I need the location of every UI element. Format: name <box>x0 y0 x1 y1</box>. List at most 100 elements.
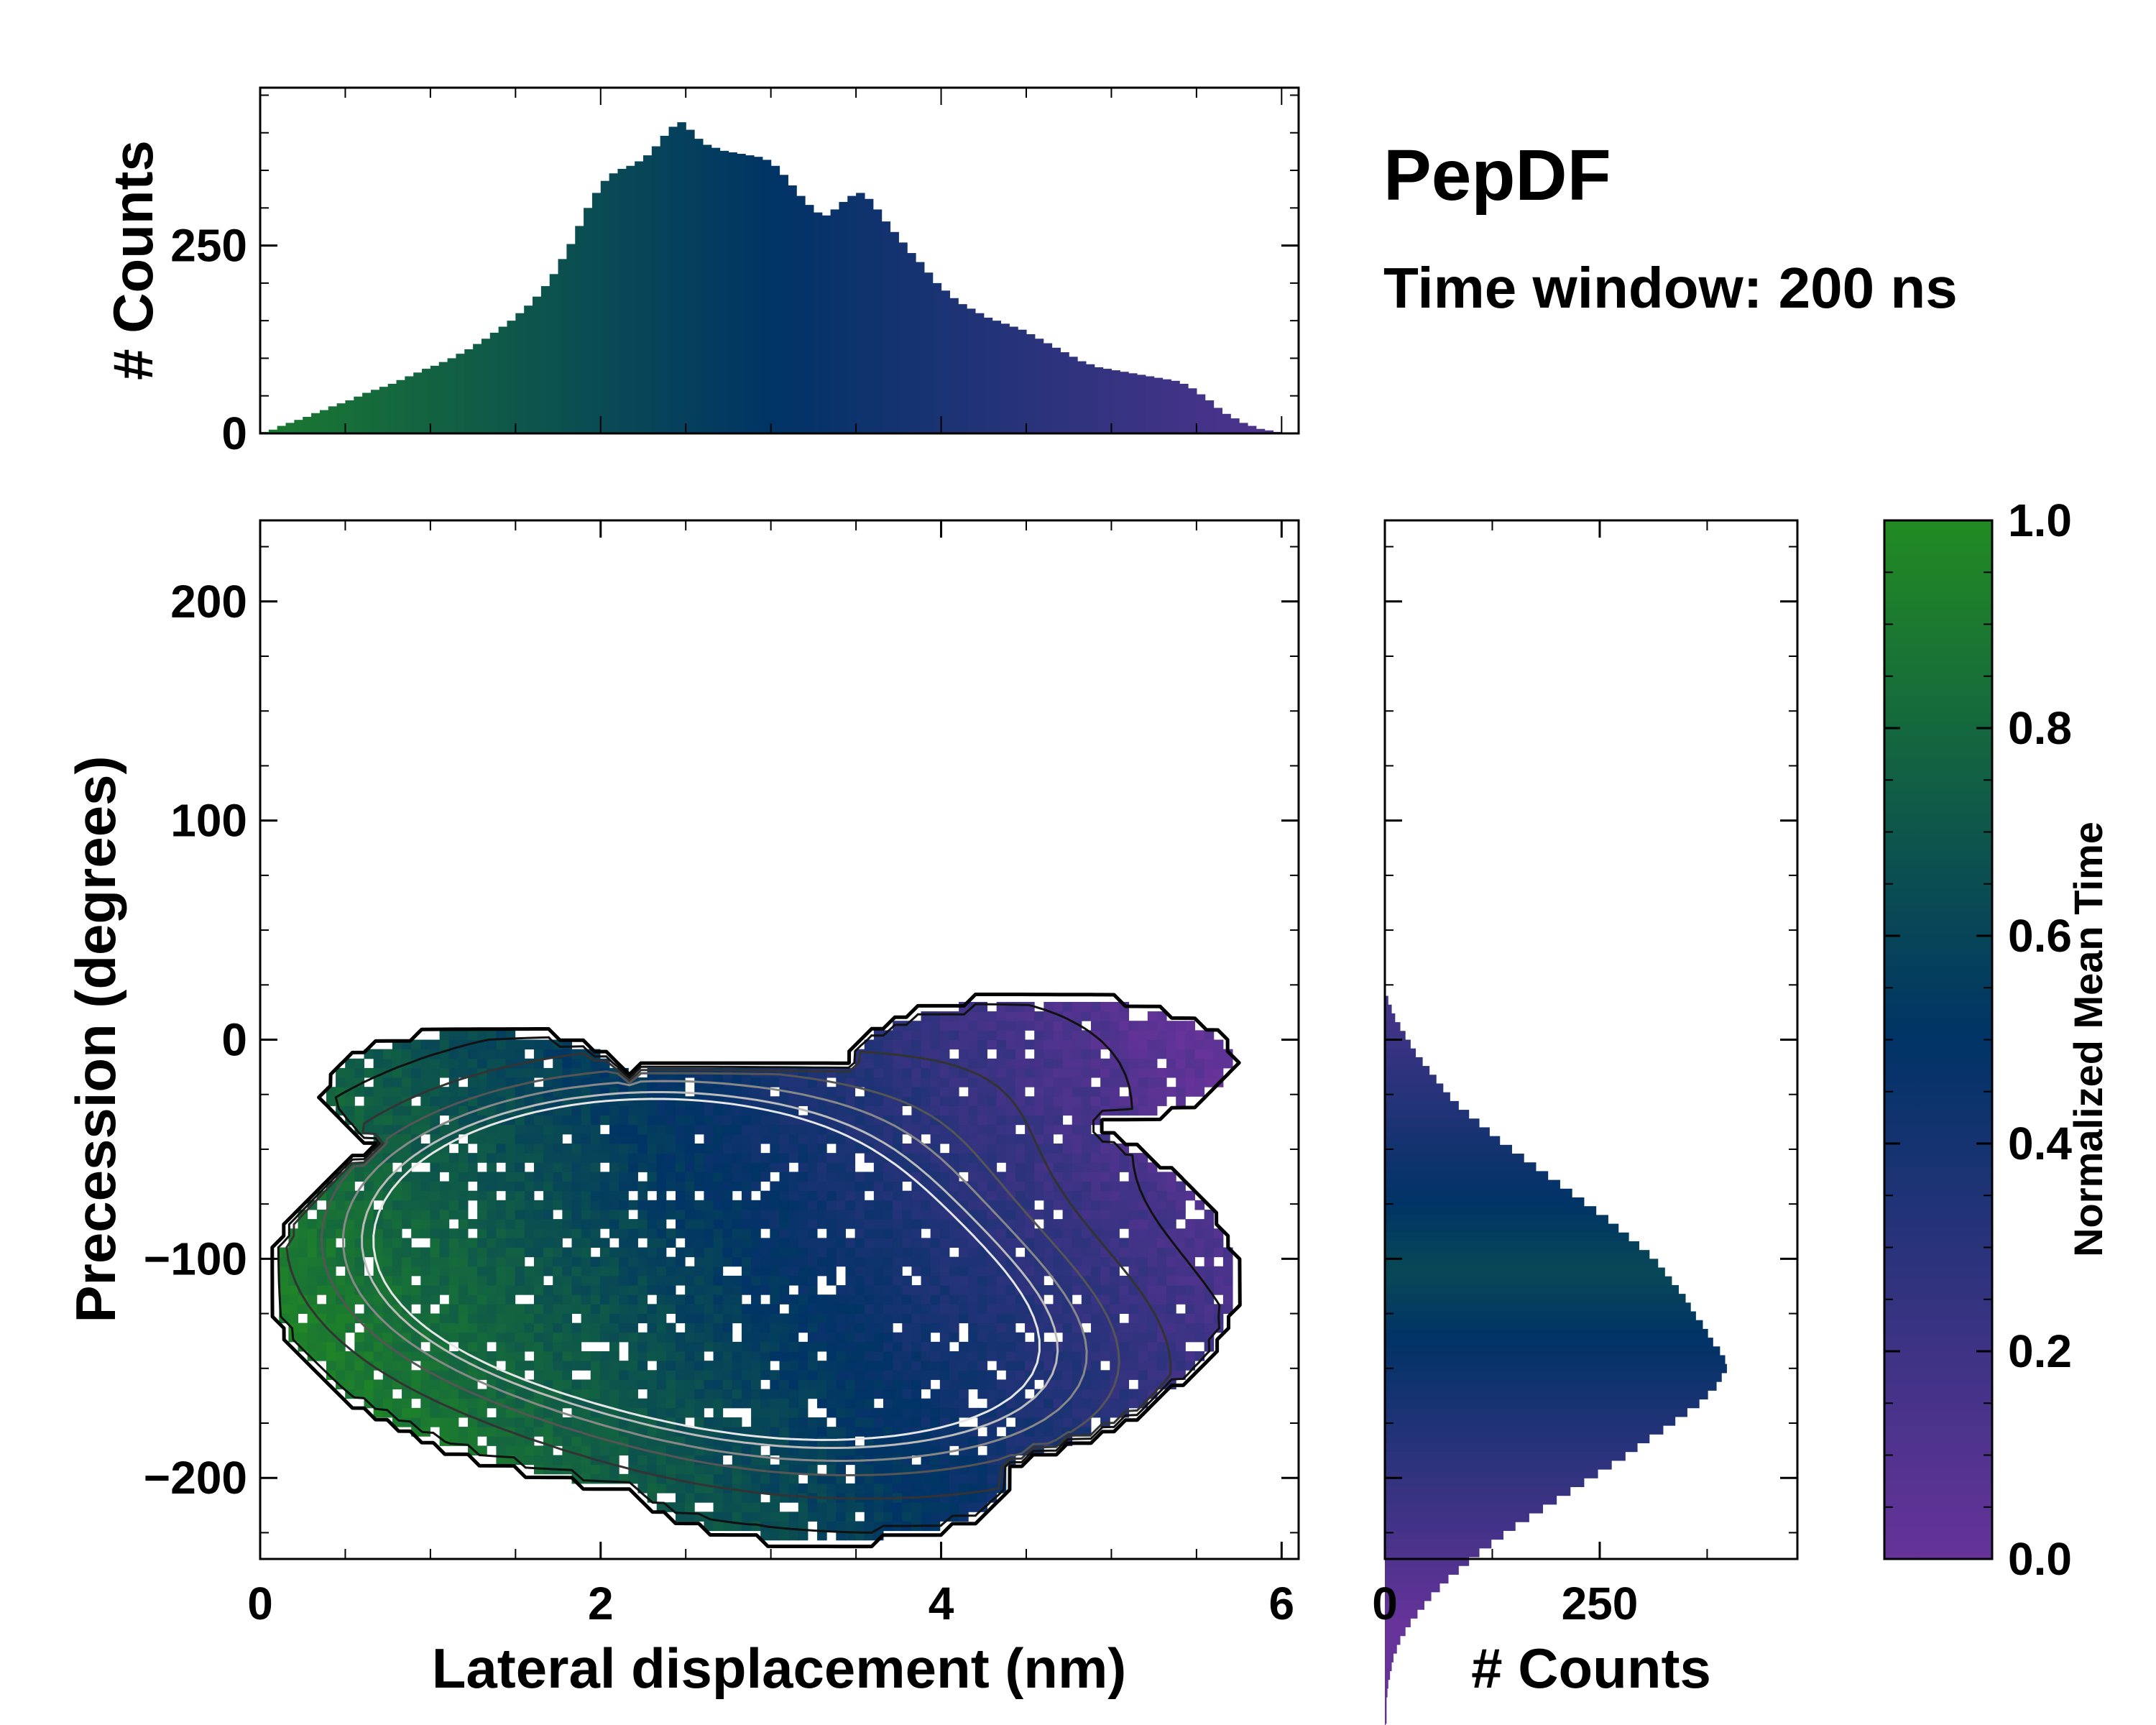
top-histogram-bar <box>864 198 874 433</box>
heatmap-cell <box>336 1219 346 1229</box>
heatmap-cell <box>628 1473 638 1484</box>
heatmap-cell <box>458 1058 469 1069</box>
heatmap-cell <box>902 1256 912 1267</box>
heatmap-cell <box>1081 1001 1092 1012</box>
heatmap-cell <box>571 1407 582 1418</box>
heatmap-cell <box>921 1275 931 1286</box>
heatmap-cell <box>798 1379 808 1390</box>
top-histogram-bar <box>1018 329 1027 433</box>
heatmap-cell <box>864 1039 875 1050</box>
heatmap-cell <box>316 1332 327 1343</box>
heatmap-cell <box>949 1361 959 1371</box>
heatmap-cell <box>779 1512 790 1522</box>
heatmap-cell <box>1062 1266 1073 1276</box>
heatmap-cell <box>665 1181 676 1192</box>
heatmap-cell <box>798 1398 808 1409</box>
heatmap-cell <box>619 1133 629 1144</box>
right-histogram-bar <box>1385 1057 1423 1067</box>
heatmap-cell <box>505 1247 516 1258</box>
heatmap-cell <box>883 1200 893 1210</box>
heatmap-cell <box>524 1219 535 1229</box>
heatmap-cell <box>694 1115 704 1126</box>
heatmap-cell <box>590 1266 601 1276</box>
heatmap-cell <box>647 1144 658 1154</box>
heatmap-cell <box>581 1332 591 1343</box>
heatmap-cell <box>1025 1144 1035 1154</box>
heatmap-cell <box>373 1153 384 1163</box>
heatmap-cell <box>298 1275 308 1286</box>
heatmap-cell <box>676 1502 686 1512</box>
heatmap-cell <box>1100 1058 1110 1069</box>
heatmap-cell <box>676 1124 686 1135</box>
heatmap-cell <box>694 1322 704 1333</box>
heatmap-cell <box>798 1417 808 1427</box>
heatmap-cell <box>921 1077 931 1087</box>
heatmap-cell <box>665 1370 676 1380</box>
heatmap-cell <box>364 1304 374 1314</box>
heatmap-cell <box>571 1087 582 1097</box>
heatmap-cell <box>637 1115 648 1126</box>
density-contour-line <box>321 1070 1120 1476</box>
heatmap-cell <box>448 1162 459 1172</box>
heatmap-cell <box>968 1228 978 1238</box>
heatmap-cell <box>751 1172 761 1182</box>
heatmap-cell <box>1044 1096 1054 1106</box>
heatmap-cell <box>949 1011 959 1021</box>
heatmap-cell <box>751 1455 761 1466</box>
heatmap-cell <box>939 1370 950 1380</box>
heatmap-cell <box>911 1096 922 1106</box>
heatmap-cell <box>420 1256 430 1267</box>
heatmap-cell <box>770 1398 780 1409</box>
heatmap-cell <box>354 1379 364 1390</box>
heatmap-cell <box>656 1483 667 1494</box>
heatmap-cell <box>911 1067 922 1078</box>
heatmap-cell <box>732 1341 742 1352</box>
heatmap-cell <box>893 1389 903 1399</box>
heatmap-cell <box>515 1039 525 1050</box>
heatmap-cell <box>1100 1407 1110 1418</box>
heatmap-cell <box>1185 1275 1195 1286</box>
heatmap-cell <box>883 1370 893 1380</box>
heatmap-cell <box>722 1370 733 1380</box>
heatmap-cell <box>477 1322 487 1333</box>
heatmap-cell <box>807 1427 818 1437</box>
heatmap-cell <box>533 1455 544 1466</box>
heatmap-cell <box>430 1275 441 1286</box>
heatmap-cell <box>911 1058 922 1069</box>
heatmap-cell <box>732 1162 742 1172</box>
heatmap-cell <box>533 1181 544 1192</box>
heatmap-cell <box>279 1285 289 1295</box>
heatmap-cell <box>647 1322 658 1333</box>
colorbar-tick-label: 0.4 <box>2008 1118 2072 1169</box>
heatmap-cell <box>1156 1077 1167 1087</box>
heatmap-cell <box>420 1370 430 1380</box>
heatmap-cell <box>1034 1058 1044 1069</box>
heatmap-cell <box>345 1379 355 1390</box>
heatmap-cell <box>1176 1181 1186 1192</box>
heatmap-cell <box>732 1172 742 1182</box>
heatmap-cell <box>921 1209 931 1220</box>
heatmap-cell <box>619 1304 629 1314</box>
heatmap-cell <box>562 1190 572 1201</box>
colorbar-tick-label: 0.0 <box>2008 1533 2072 1585</box>
heatmap-cell <box>1062 1049 1073 1059</box>
heatmap-cell <box>1110 1256 1120 1267</box>
heatmap-cell <box>713 1398 724 1409</box>
heatmap-cell <box>779 1133 790 1144</box>
heatmap-cell <box>1072 1285 1082 1295</box>
heatmap-cell <box>741 1379 752 1390</box>
heatmap-cell <box>798 1219 808 1229</box>
heatmap-cell <box>505 1417 516 1427</box>
heatmap-cell <box>373 1077 384 1087</box>
heatmap-cell <box>845 1144 856 1154</box>
heatmap-cell <box>1100 1153 1110 1163</box>
top-histogram-bar <box>328 406 338 433</box>
heatmap-cell <box>448 1209 459 1220</box>
heatmap-cell <box>1072 1058 1082 1069</box>
heatmap-cell <box>911 1417 922 1427</box>
top-histogram-bar <box>1162 379 1171 433</box>
heatmap-cell <box>1005 1313 1016 1324</box>
heatmap-cell <box>1194 1275 1205 1286</box>
heatmap-cell <box>959 1483 969 1494</box>
heatmap-cell <box>496 1247 507 1258</box>
